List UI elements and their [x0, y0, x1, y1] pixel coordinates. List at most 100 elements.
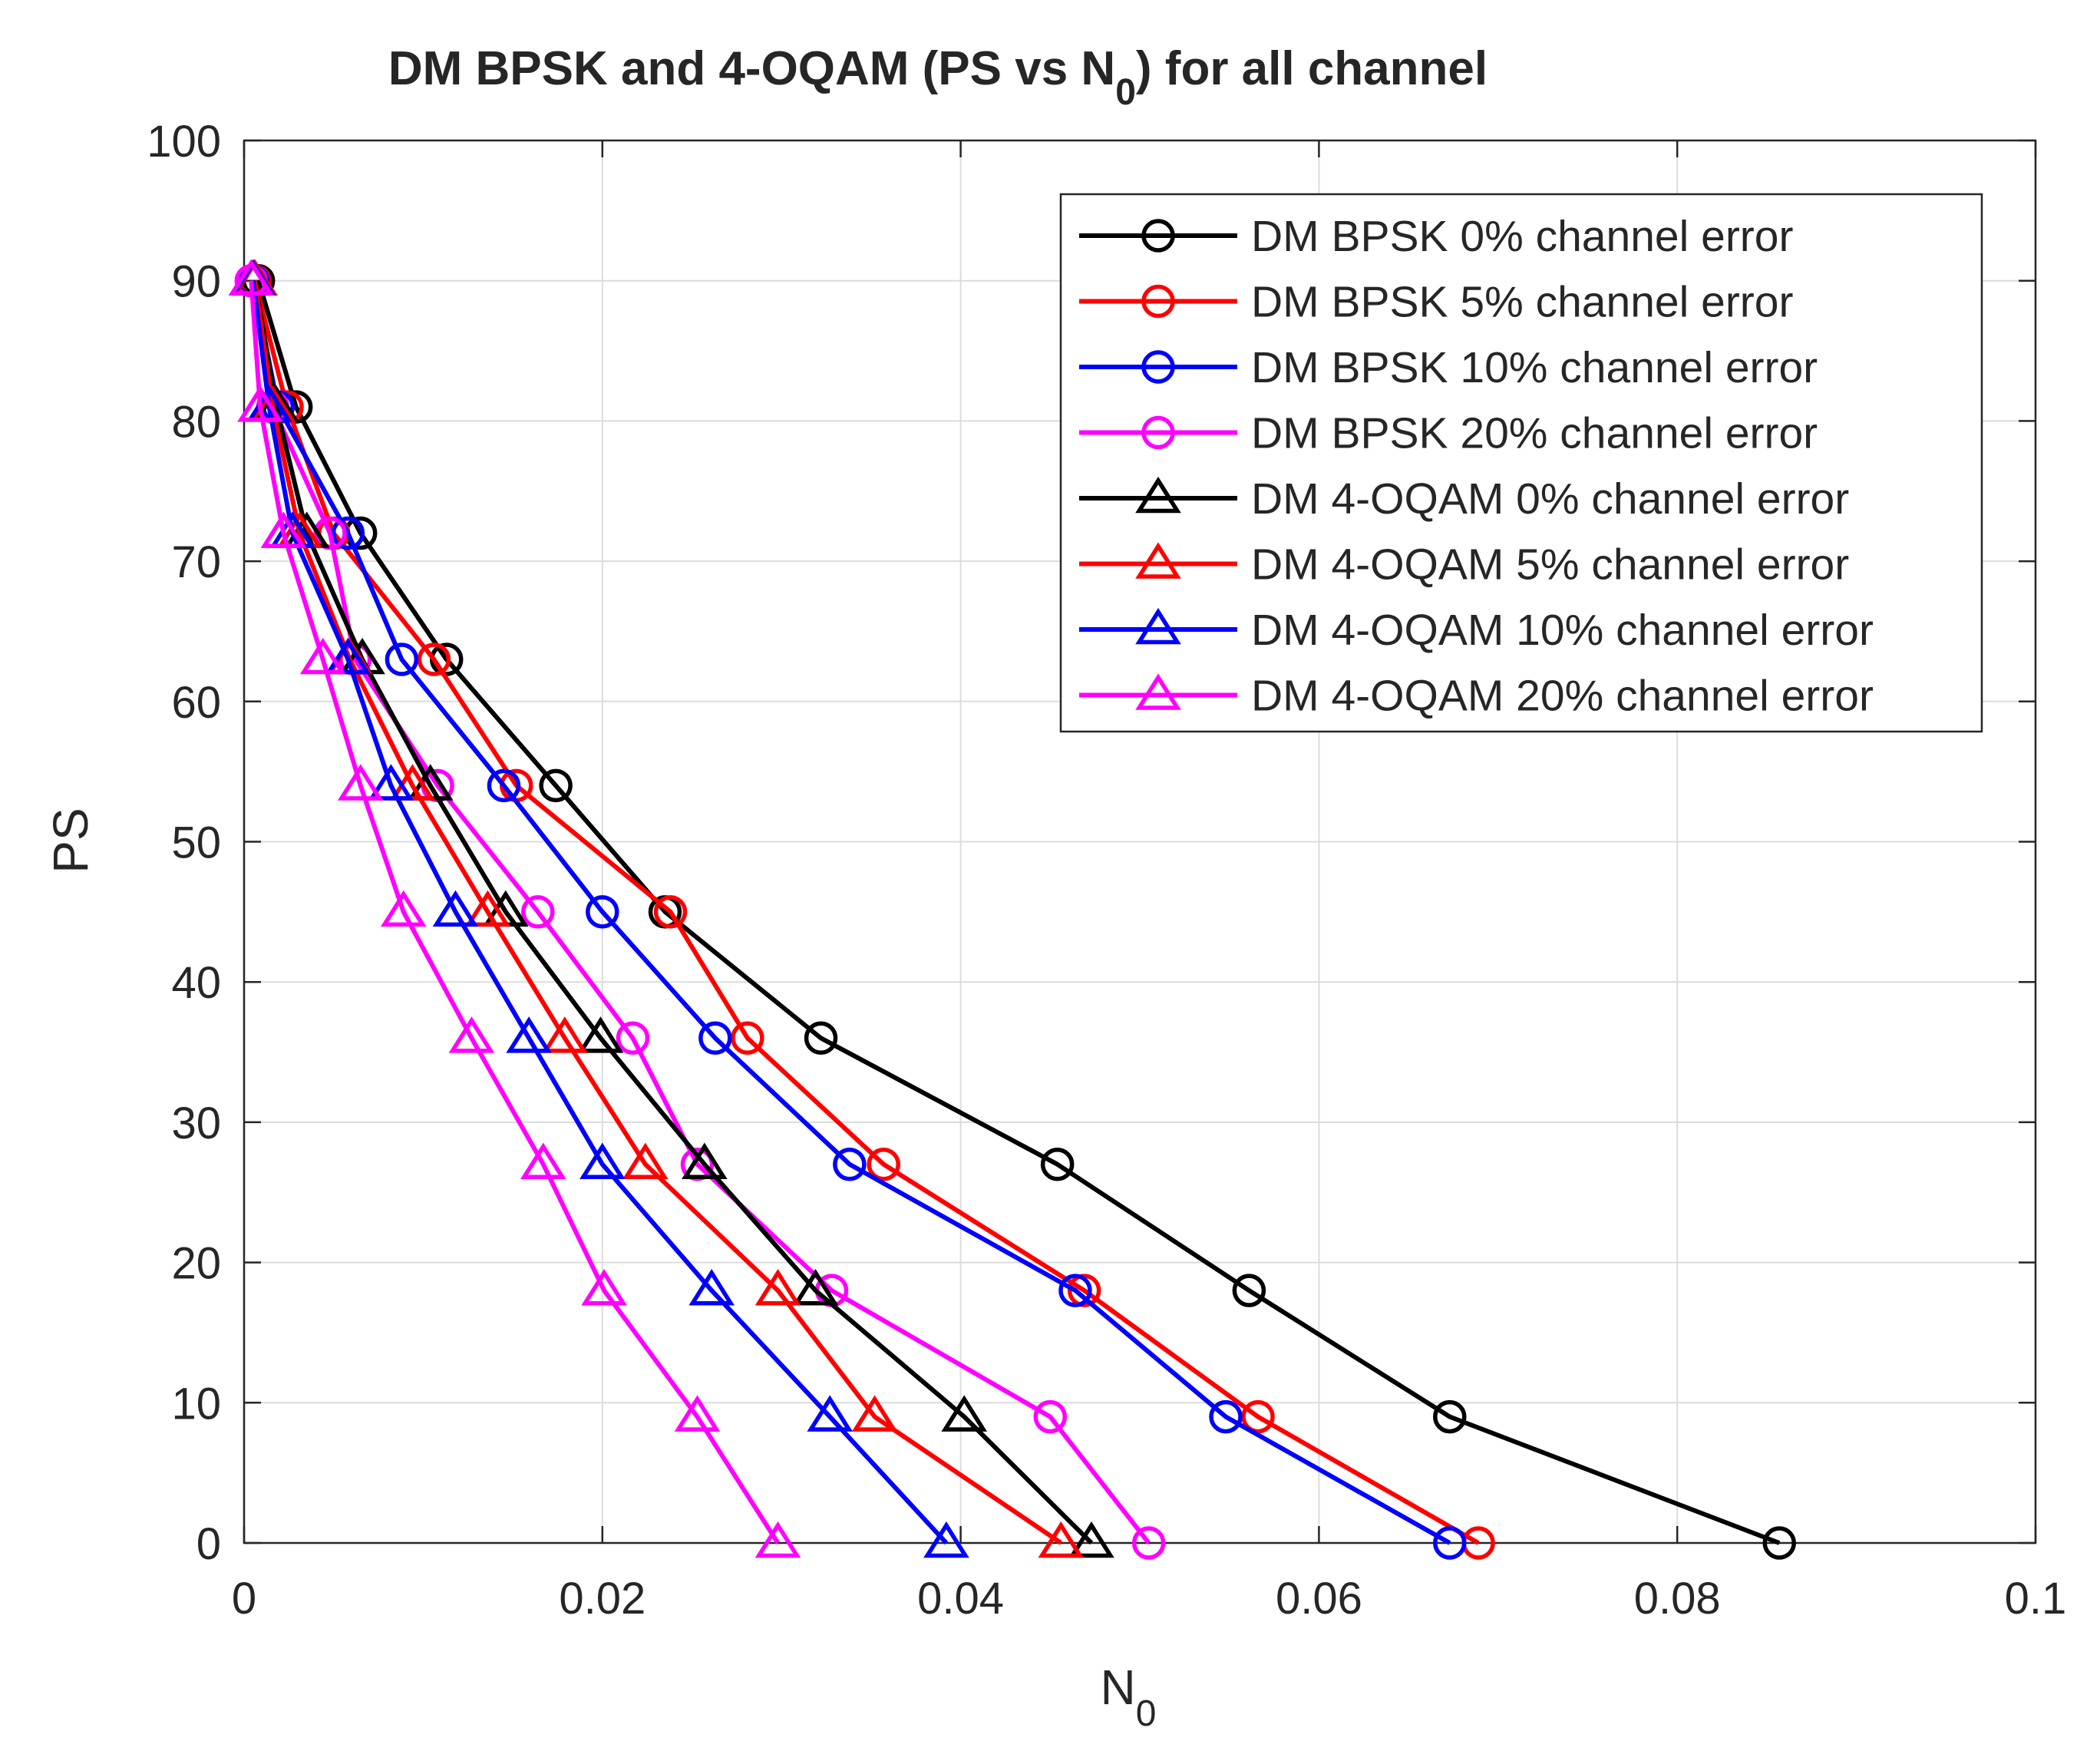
data-point-marker: [237, 385, 283, 422]
data-point-marker: [674, 1395, 721, 1432]
data-point-marker: [432, 890, 479, 927]
legend-entry: DM BPSK 20% channel error: [1079, 409, 1818, 458]
x-tick-label: 0: [232, 1574, 256, 1624]
data-point-marker: [807, 1395, 854, 1432]
data-point-marker: [792, 1268, 839, 1306]
data-point-marker: [331, 516, 365, 550]
data-point-marker: [579, 1142, 626, 1180]
data-point-marker: [1762, 1526, 1796, 1560]
legend-label: DM 4-OQAM 5% channel error: [1251, 540, 1849, 590]
data-point-marker: [1433, 1526, 1467, 1560]
series-line: [256, 279, 1781, 1545]
data-point-marker: [464, 890, 511, 927]
legend-entry: DM BPSK 0% channel error: [1079, 212, 1793, 261]
y-tick-label: 100: [147, 117, 221, 167]
data-point-marker: [1433, 1399, 1467, 1434]
chart-title-subscript: 0: [1115, 72, 1136, 113]
data-point-marker: [851, 1395, 898, 1432]
series-line: [249, 280, 781, 1545]
data-point-marker: [228, 259, 275, 296]
y-tick-label: 80: [171, 397, 221, 447]
data-point-marker: [380, 890, 427, 927]
x-tick-label: 0.02: [559, 1574, 646, 1624]
legend-label: DM BPSK 20% channel error: [1251, 409, 1818, 458]
y-tick-label: 10: [171, 1379, 221, 1429]
x-tick-label: 0.06: [1276, 1574, 1362, 1624]
x-tick-label: 0.1: [2005, 1574, 2067, 1624]
data-point-marker: [586, 895, 619, 929]
data-point-marker: [923, 1521, 969, 1558]
legend-marker-sample: [1135, 542, 1181, 579]
data-point-marker: [682, 1142, 728, 1180]
y-tick-label: 90: [171, 257, 221, 307]
data-point-marker: [417, 643, 451, 676]
series-line: [249, 280, 1151, 1545]
legend-label: DM BPSK 5% channel error: [1251, 278, 1793, 327]
data-point-marker: [1067, 1274, 1101, 1307]
data-point-marker: [260, 511, 307, 548]
x-tick-label: 0.08: [1634, 1574, 1721, 1624]
legend-marker-sample: [1135, 673, 1181, 710]
legend-label: DM 4-OQAM 20% channel error: [1251, 672, 1874, 721]
data-point-marker: [325, 637, 371, 675]
series-4: [234, 263, 1166, 1560]
data-point-marker: [622, 1142, 669, 1180]
legend-label: DM 4-OQAM 10% channel error: [1251, 606, 1874, 655]
legend-entry: DM BPSK 5% channel error: [1079, 278, 1793, 327]
series-line: [253, 280, 1094, 1545]
data-point-marker: [520, 1142, 566, 1180]
legend-entry: DM 4-OQAM 0% channel error: [1079, 474, 1849, 524]
data-point-marker: [385, 643, 419, 676]
chart-title: DM BPSK and 4-OQAM (PS vs N0) for all ch…: [388, 42, 1488, 113]
legend-marker-sample: [1135, 476, 1181, 514]
data-point-marker: [299, 637, 346, 675]
data-point-marker: [1232, 1274, 1266, 1307]
y-axis-label: PS: [43, 808, 98, 873]
data-point-marker: [487, 768, 521, 803]
y-tick-label: 60: [171, 678, 221, 728]
x-axis-label-subscript: 0: [1136, 1693, 1157, 1734]
legend-marker-sample: [1141, 415, 1175, 450]
data-point-marker: [581, 1268, 627, 1306]
data-point-marker: [1241, 1399, 1275, 1434]
legend: DM BPSK 0% channel error DM BPSK 5% chann…: [1059, 193, 1983, 733]
data-point-marker: [1209, 1399, 1243, 1434]
data-point-marker: [688, 1268, 735, 1306]
data-point-marker: [337, 764, 384, 801]
data-point-marker: [833, 1147, 867, 1181]
legend-entry: DM 4-OQAM 5% channel error: [1079, 540, 1849, 590]
data-point-marker: [1033, 1399, 1068, 1434]
y-tick-label: 20: [171, 1239, 221, 1289]
data-series: [228, 259, 1796, 1560]
legend-marker-sample: [1135, 607, 1181, 645]
legend-box: [1059, 193, 1983, 733]
x-axis-label-main: N: [1101, 1660, 1136, 1715]
series-line: [250, 280, 949, 1545]
data-point-marker: [867, 1147, 900, 1181]
data-point-marker: [1038, 1521, 1085, 1558]
x-axis-label: N0: [1101, 1660, 1157, 1734]
series-8: [228, 259, 801, 1558]
y-tick-label: 40: [171, 958, 221, 1008]
legend-marker-sample: [1141, 219, 1175, 253]
y-tick-label: 30: [171, 1099, 221, 1148]
data-point-marker: [731, 1021, 764, 1056]
data-point-marker: [1040, 1147, 1075, 1181]
data-point-marker: [368, 764, 414, 801]
data-point-marker: [616, 1021, 650, 1056]
legend-label: DM BPSK 0% channel error: [1251, 212, 1793, 261]
data-point-marker: [754, 1268, 801, 1306]
data-point-marker: [521, 895, 555, 929]
data-point-marker: [541, 1016, 588, 1053]
data-point-marker: [448, 1016, 495, 1053]
legend-marker-sample: [1141, 284, 1175, 319]
chart-title-tail: ) for all channel: [1136, 42, 1488, 95]
data-point-marker: [539, 768, 573, 803]
series-line: [253, 279, 1480, 1545]
data-point-marker: [1131, 1526, 1166, 1560]
axis-ticks: 0 0.02 0.04 0.06 0.08 0.1 0 10 20 30 40 50 60 70 80 90 1…: [147, 117, 2066, 1624]
data-point-marker: [804, 1021, 838, 1056]
y-tick-label: 70: [171, 537, 221, 587]
